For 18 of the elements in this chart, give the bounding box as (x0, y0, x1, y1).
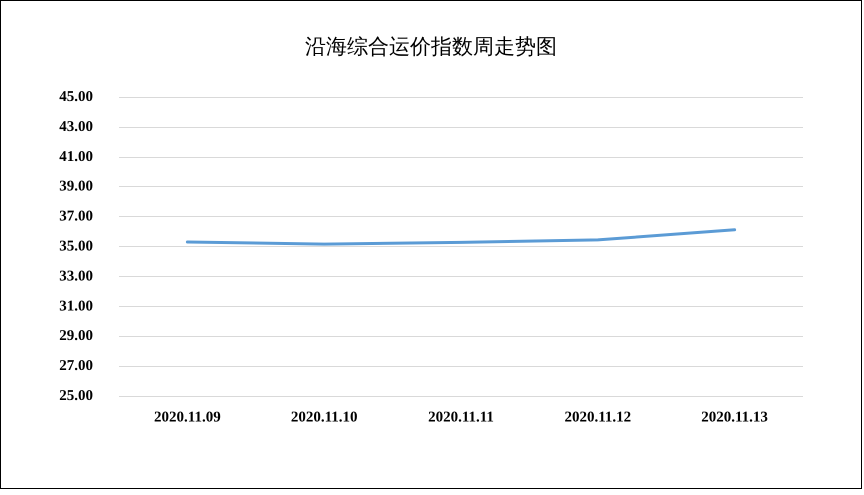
y-tick-label: 27.00 (59, 358, 93, 374)
x-tick-label: 2020.11.13 (701, 410, 768, 426)
y-tick-label: 45.00 (59, 89, 93, 105)
chart-title: 沿海综合运价指数周走势图 (305, 34, 557, 58)
y-tick-label: 31.00 (59, 298, 93, 314)
y-tick-label: 41.00 (59, 148, 93, 165)
y-tick-label: 37.00 (59, 208, 93, 225)
y-tick-label: 43.00 (59, 118, 93, 135)
y-tick-label: 33.00 (59, 268, 93, 284)
x-tick-label: 2020.11.12 (564, 410, 632, 426)
y-tick-label: 29.00 (59, 328, 93, 344)
y-tick-label: 25.00 (59, 388, 93, 404)
line-series (186, 228, 736, 246)
y-tick-label: 39.00 (59, 178, 93, 195)
x-tick-label: 2020.11.09 (154, 410, 221, 426)
x-tick-label: 2020.11.11 (428, 410, 494, 426)
x-tick-label: 2020.11.10 (290, 410, 358, 426)
y-tick-label: 35.00 (59, 238, 93, 254)
